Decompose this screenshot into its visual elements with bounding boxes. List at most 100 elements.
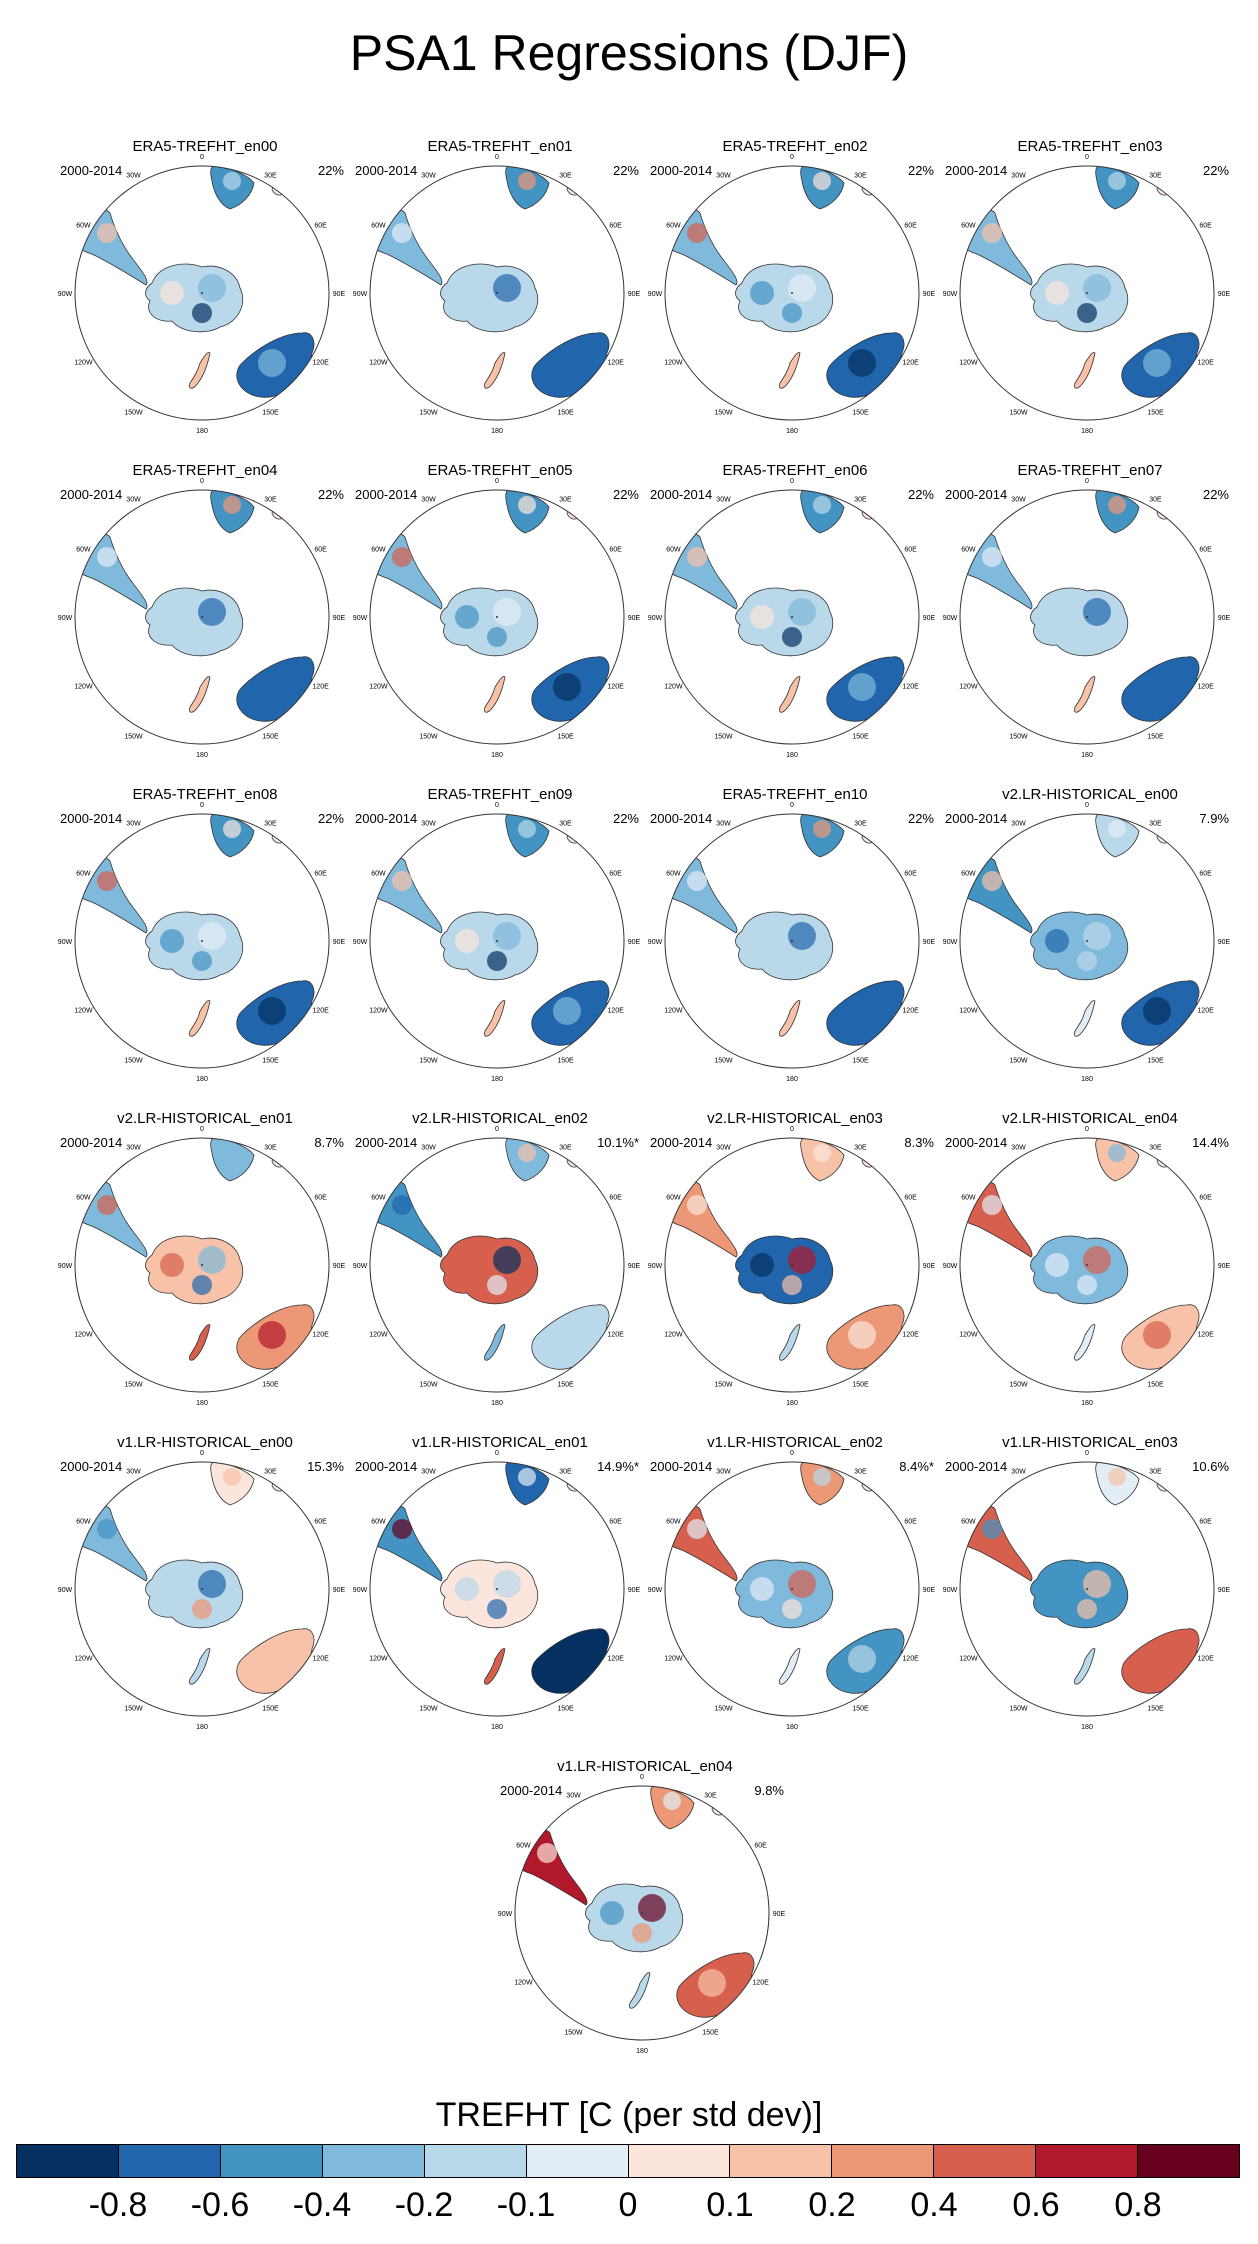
antarctica-shape [735, 587, 834, 657]
colorbar-tick-label: -0.4 [292, 2186, 352, 2224]
anomaly-patch [1045, 1577, 1069, 1601]
longitude-label: 60W [666, 1519, 681, 1526]
anomaly-patch [1083, 1570, 1111, 1598]
panel-variance-percent: 7.9% [1199, 811, 1229, 826]
longitude-label: 120W [369, 360, 388, 367]
map-boundary [74, 1137, 330, 1393]
map-panel: ERA5-TREFHT_en03 2000-2014 22% 0 30E 60E 90E 12… [943, 138, 1235, 438]
anomaly-patch [455, 281, 479, 305]
colorbar-segment [526, 2145, 629, 2177]
panel-variance-percent: 22% [907, 163, 934, 178]
panel-title: ERA5-TREFHT_en06 [722, 462, 868, 479]
new-zealand-shape [484, 352, 506, 389]
anomaly-patch [97, 1519, 117, 1539]
longitude-label: 30W [421, 820, 436, 827]
anomaly-patch [750, 1253, 774, 1277]
new-zealand-shape [779, 1648, 801, 1685]
map-panel: ERA5-TREFHT_en04 2000-2014 22% 0 30E 60E 90E 12… [58, 462, 350, 762]
map-boundary [664, 1137, 920, 1393]
new-zealand-shape [779, 676, 801, 713]
polar-map: 0 30E 60E 90E 120E 150E 180 150W 120W 90W 60W 30W [58, 802, 346, 1083]
anomaly-patch [750, 929, 774, 953]
panel-period: 2000-2014 [500, 1783, 563, 1798]
colorbar-segment [628, 2145, 731, 2177]
longitude-label: 30W [1011, 496, 1026, 503]
south-pole-marker [201, 616, 203, 618]
longitude-label: 180 [196, 1076, 208, 1083]
longitude-label: 90W [353, 1587, 368, 1594]
longitude-label: 120W [664, 1332, 683, 1339]
south-pole-marker [496, 1588, 498, 1590]
longitude-label: 30W [126, 1468, 141, 1475]
anomaly-patch [788, 598, 816, 626]
map-panel: v1.LR-HISTORICAL_en02 2000-2014 8.4%* 0 30E 6… [648, 1434, 940, 1734]
south-america-shape [371, 857, 443, 934]
map-panel: ERA5-TREFHT_en05 2000-2014 22% 0 30E 60E 90E 12… [353, 462, 645, 762]
map-panel: ERA5-TREFHT_en01 2000-2014 22% 0 30E 60E 90E 12… [353, 138, 645, 438]
longitude-label: 150E [1147, 410, 1164, 417]
longitude-label: 150E [852, 734, 869, 741]
anomaly-patch [487, 1275, 507, 1295]
new-zealand-shape [779, 352, 801, 389]
panel-variance-percent: 8.7% [314, 1135, 344, 1150]
new-zealand-shape [1074, 1000, 1096, 1037]
longitude-label: 150W [419, 1706, 438, 1713]
polar-map: 0 30E 60E 90E 120E 150E 180 150W 120W 90W 60W 30W [648, 154, 936, 435]
panel-title: v1.LR-HISTORICAL_en01 [412, 1434, 588, 1451]
longitude-label: 150W [714, 1058, 733, 1065]
anomaly-patch [258, 997, 286, 1025]
colorbar-tick-label: 0.6 [1012, 2186, 1060, 2224]
polar-map: 0 30E 60E 90E 120E 150E 180 150W 120W 90W 60W 30W [58, 1450, 346, 1731]
longitude-label: 90W [58, 1587, 73, 1594]
anomaly-patch [553, 349, 581, 377]
anomaly-patch [258, 1321, 286, 1349]
longitude-label: 60E [1199, 223, 1212, 230]
panel-title: v1.LR-HISTORICAL_en03 [1002, 1434, 1178, 1451]
south-pole-marker [201, 1264, 203, 1266]
longitude-label: 150W [419, 1382, 438, 1389]
longitude-label: 90E [333, 1263, 346, 1270]
anomaly-patch [223, 1468, 241, 1486]
longitude-label: 180 [491, 1724, 503, 1731]
anomaly-patch [392, 547, 412, 567]
longitude-label: 120W [74, 360, 93, 367]
anomaly-patch [848, 997, 876, 1025]
longitude-label: 180 [1081, 428, 1093, 435]
south-pole-marker [791, 940, 793, 942]
antarctica-shape [440, 911, 539, 981]
longitude-label: 120W [74, 684, 93, 691]
panel-variance-percent: 10.1%* [597, 1135, 639, 1150]
anomaly-patch [1077, 951, 1097, 971]
longitude-label: 150E [852, 1058, 869, 1065]
longitude-label: 90W [648, 1587, 663, 1594]
panel-title: v2.LR-HISTORICAL_en00 [1002, 786, 1178, 803]
longitude-label: 90E [1218, 291, 1231, 298]
longitude-label: 90W [58, 291, 73, 298]
panel-title: v2.LR-HISTORICAL_en02 [412, 1110, 588, 1127]
colorbar-title: TREFHT [C (per std dev)] [435, 2096, 823, 2134]
longitude-label: 60E [904, 871, 917, 878]
panel-title: ERA5-TREFHT_en00 [132, 138, 278, 155]
panel-variance-percent: 22% [612, 811, 639, 826]
longitude-label: 150E [557, 1382, 574, 1389]
longitude-label: 60W [666, 547, 681, 554]
colorbar-tick-label: 0 [618, 2186, 638, 2224]
longitude-label: 180 [636, 2048, 648, 2055]
panel-period: 2000-2014 [60, 487, 123, 502]
anomaly-patch [982, 547, 1002, 567]
longitude-label: 60E [904, 1195, 917, 1202]
anomaly-patch [813, 1144, 831, 1162]
new-zealand-shape [189, 676, 211, 713]
polar-map: 0 30E 60E 90E 120E 150E 180 150W 120W 90W 60W 30W [58, 478, 346, 759]
longitude-label: 0 [495, 1450, 499, 1457]
map-boundary [959, 165, 1215, 421]
longitude-label: 90W [648, 939, 663, 946]
longitude-label: 30W [1011, 1144, 1026, 1151]
south-america-shape [76, 209, 148, 286]
anomaly-patch [1083, 274, 1111, 302]
south-pole-marker [1086, 940, 1088, 942]
longitude-label: 150E [852, 1382, 869, 1389]
anomaly-patch [982, 223, 1002, 243]
polar-map: 0 30E 60E 90E 120E 150E 180 150W 120W 90W 60W 30W [648, 802, 936, 1083]
longitude-label: 90W [943, 615, 958, 622]
